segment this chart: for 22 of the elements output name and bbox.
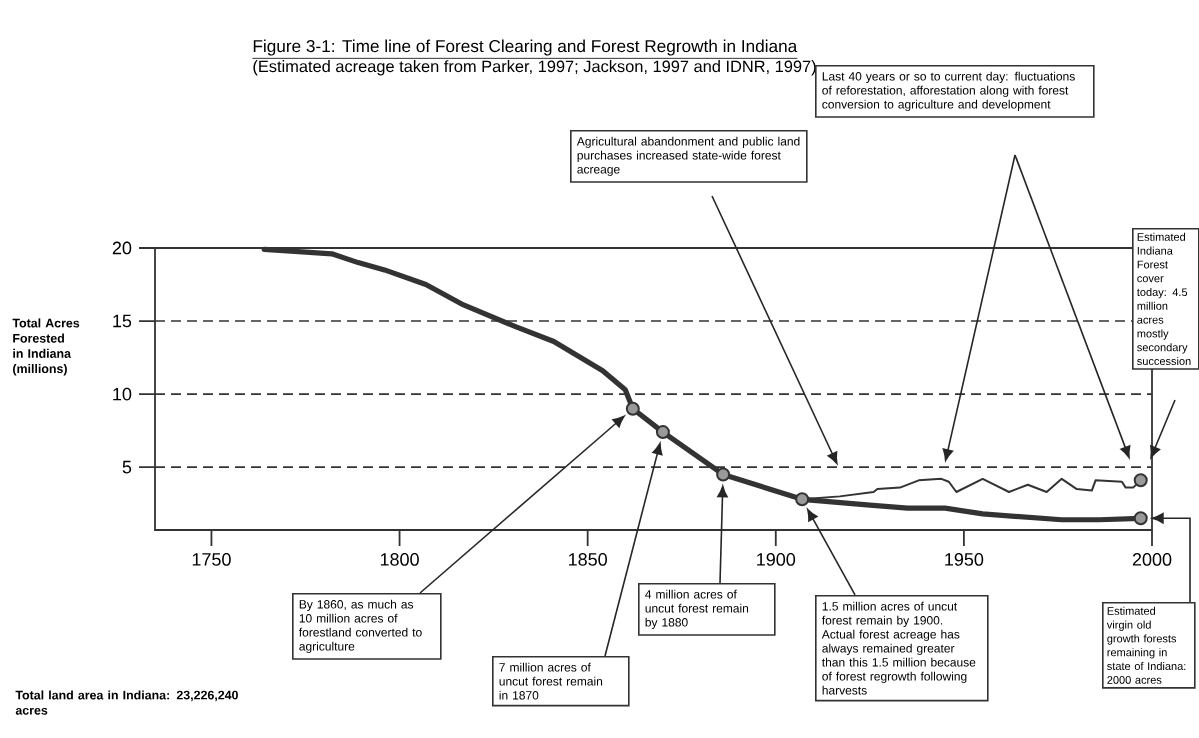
chart-title: Figure 3-1: Time line of Forest Clearing and Forest Regrowth in Indiana <box>253 39 798 56</box>
text: Last 40 years or so to current day: fluctuations of reforestation, afforestation along with forest conversion to agriculture and development <box>822 71 1075 111</box>
x-tick-label: 1850 <box>569 553 607 566</box>
chart-subtitle: (Estimated acreage taken from Parker, 1997; Jackson, 1997 and IDNR, 1997) <box>253 60 816 76</box>
y-tick-label: 5 <box>122 460 132 474</box>
x-tick-label: 2000 <box>1132 553 1172 566</box>
y-tick-label: 20 <box>112 241 132 255</box>
x-tick-label: 1750 <box>192 553 231 566</box>
text: 1.5 million acres of uncut forest remain by 1900. Actual forest acreage has always remained greater than this 1.5 million because of forest regrowth following harvests <box>821 601 976 695</box>
y-axis-title: Total Acres Forested in Indiana (millions) <box>12 318 80 376</box>
x-tick-label: 1900 <box>757 553 796 566</box>
text: 4 million acres of uncut forest remain by 1880 <box>645 589 749 629</box>
text: Agricultural abandonment and public land purchases increased state-wide forest acreage <box>576 136 800 176</box>
text: 7 million acres of uncut forest remain in 1870 <box>499 662 603 700</box>
y-tick-label: 10 <box>113 387 132 401</box>
text: Estimated virgin old growth forests remaining in state of Indiana: 2000 acres <box>1106 606 1186 684</box>
x-tick-label: 1950 <box>945 553 984 566</box>
x-tick-label: 1800 <box>380 553 419 566</box>
text: Estimated Indiana Forest cover today: 4.5 million acres mostly secondary succession <box>1136 232 1191 366</box>
text: By 1860, as much as 10 million acres of forestland converted to agriculture <box>298 599 422 653</box>
text: Total land area in Indiana: 23,226,240 acres <box>15 690 238 715</box>
y-tick-label: 15 <box>113 314 132 328</box>
